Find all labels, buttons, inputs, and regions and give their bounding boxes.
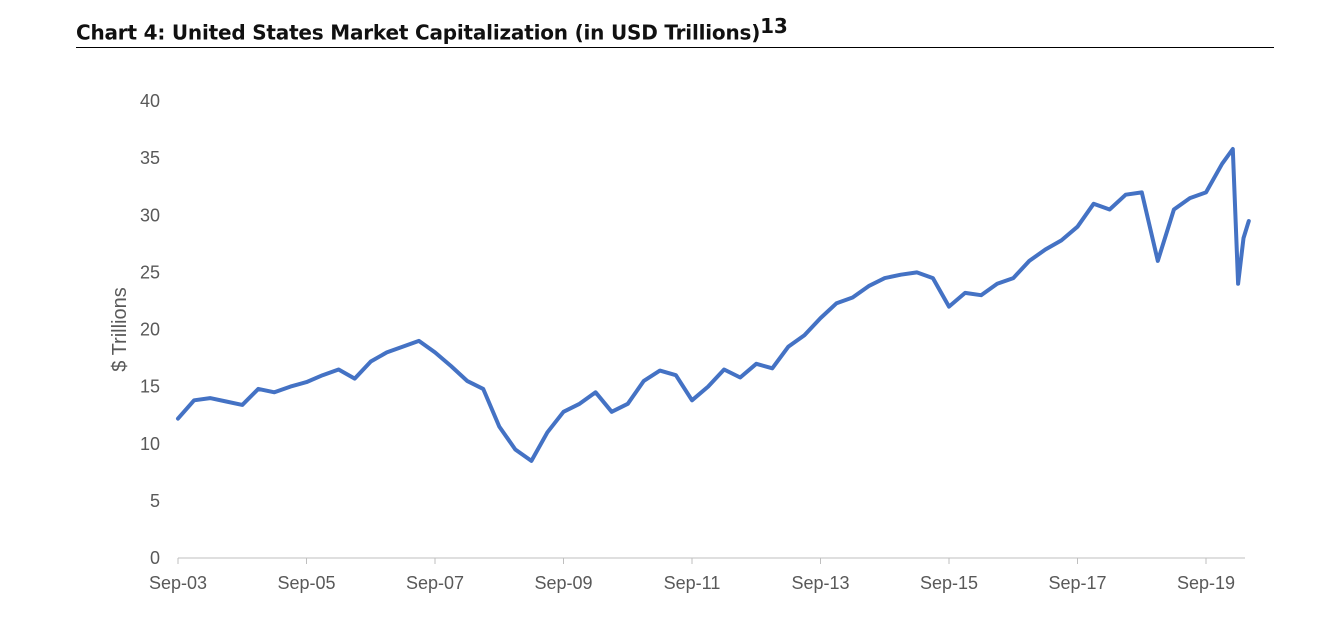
chart-title-bar: Chart 4: United States Market Capitaliza… bbox=[76, 14, 1274, 49]
y-tick-label: 40 bbox=[140, 91, 160, 111]
chart-title: Chart 4: United States Market Capitaliza… bbox=[76, 20, 761, 45]
x-tick-label: Sep-15 bbox=[920, 573, 978, 593]
y-tick-label: 25 bbox=[140, 262, 160, 282]
y-tick-label: 35 bbox=[140, 148, 160, 168]
title-footnote: 13 bbox=[760, 14, 788, 38]
y-tick-label: 15 bbox=[140, 377, 160, 397]
x-tick-label: Sep-05 bbox=[277, 573, 335, 593]
x-tick-label: Sep-07 bbox=[406, 573, 464, 593]
x-tick-label: Sep-11 bbox=[664, 573, 721, 593]
y-tick-label: 5 bbox=[150, 491, 160, 511]
x-tick-label: Sep-03 bbox=[149, 573, 207, 593]
x-tick-label: Sep-19 bbox=[1177, 573, 1235, 593]
x-tick-label: Sep-17 bbox=[1048, 573, 1106, 593]
x-axis: Sep-03 Sep-05 Sep-07 Sep-09 Sep-11 Sep-13 Sep-… bbox=[149, 557, 1245, 593]
series-line-market-cap bbox=[176, 147, 1251, 463]
x-tick-label: Sep-09 bbox=[534, 573, 592, 593]
x-tick-label: Sep-13 bbox=[791, 573, 849, 593]
y-tick-label: 30 bbox=[140, 205, 160, 225]
y-tick-label: 10 bbox=[140, 434, 160, 454]
y-tick-label: 0 bbox=[150, 548, 160, 568]
y-axis-label: $ Trillions bbox=[109, 287, 131, 371]
y-axis-ticks: 0 5 10 15 20 25 30 35 40 bbox=[140, 91, 160, 568]
y-tick-label: 20 bbox=[140, 320, 160, 340]
